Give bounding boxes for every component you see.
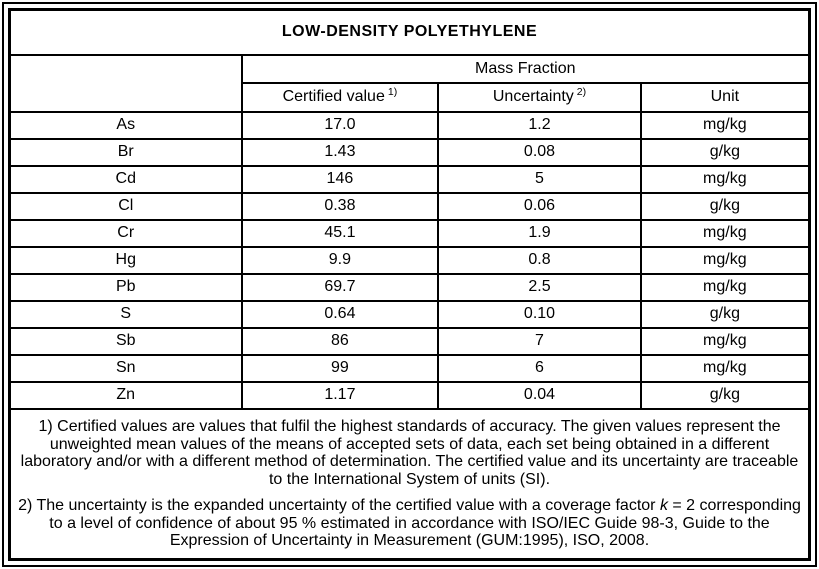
uncertainty-cell: 6 (437, 353, 642, 383)
certified-value-cell: 0.64 (240, 299, 440, 329)
uncertainty-cell: 0.06 (437, 191, 642, 221)
footnotes-row: 1) Certified values are values that fulf… (8, 407, 811, 561)
element-row: Cd 146 5 mg/kg (8, 164, 811, 194)
element-symbol-cell: Cd (8, 164, 243, 194)
unit-cell: mg/kg (639, 245, 811, 275)
certified-values-table: LOW-DENSITY POLYETHYLENE Mass Fraction C… (8, 8, 811, 561)
group-header-row: Mass Fraction (8, 53, 811, 113)
element-row: Pb 69.7 2.5 mg/kg (8, 272, 811, 302)
element-row: Sb 86 7 mg/kg (8, 326, 811, 356)
unit-cell: g/kg (639, 137, 811, 167)
certified-value-cell: 69.7 (240, 272, 440, 302)
element-row: Zn 1.17 0.04 g/kg (8, 380, 811, 410)
title-row: LOW-DENSITY POLYETHYLENE (8, 8, 811, 56)
element-row: S 0.64 0.10 g/kg (8, 299, 811, 329)
certified-value-cell: 0.38 (240, 191, 440, 221)
footnote-2-marker: 2) (576, 85, 587, 98)
element-row: Sn 99 6 mg/kg (8, 353, 811, 383)
element-row: Cr 45.1 1.9 mg/kg (8, 218, 811, 248)
footnote-2-text-after-k: = 2 corresponding to a level of confiden… (49, 497, 801, 549)
element-row: Br 1.43 0.08 g/kg (8, 137, 811, 167)
element-symbol-cell: Zn (8, 380, 243, 410)
element-symbol-cell: Sn (8, 353, 243, 383)
element-row: As 17.0 1.2 mg/kg (8, 110, 811, 140)
element-symbol-cell: Br (8, 137, 243, 167)
document-title: LOW-DENSITY POLYETHYLENE (8, 8, 811, 56)
certified-value-column-header: Certified value 1) (240, 81, 440, 113)
uncertainty-cell: 0.04 (437, 380, 642, 410)
uncertainty-cell: 1.9 (437, 218, 642, 248)
element-symbol-cell: As (8, 110, 243, 140)
element-symbol-cell: Pb (8, 272, 243, 302)
uncertainty-cell: 0.10 (437, 299, 642, 329)
footnote-1: 1) Certified values are values that fulf… (20, 418, 799, 488)
uncertainty-column-header: Uncertainty 2) (437, 81, 642, 113)
uncertainty-cell: 0.08 (437, 137, 642, 167)
unit-cell: g/kg (639, 299, 811, 329)
unit-cell: g/kg (639, 380, 811, 410)
unit-cell: mg/kg (639, 218, 811, 248)
uncertainty-header-label: Uncertainty (492, 88, 574, 105)
element-symbol-cell: Sb (8, 326, 243, 356)
unit-column-header: Unit (639, 81, 811, 113)
uncertainty-cell: 5 (437, 164, 642, 194)
certified-value-cell: 17.0 (240, 110, 440, 140)
unit-cell: mg/kg (639, 164, 811, 194)
unit-cell: mg/kg (639, 326, 811, 356)
certified-value-cell: 45.1 (240, 218, 440, 248)
certified-value-cell: 1.43 (240, 137, 440, 167)
uncertainty-cell: 0.8 (437, 245, 642, 275)
uncertainty-cell: 2.5 (437, 272, 642, 302)
certified-value-cell: 99 (240, 353, 440, 383)
mass-fraction-group-header: Mass Fraction (240, 53, 811, 84)
footnotes-section: 1) Certified values are values that fulf… (8, 407, 811, 561)
footnote-2-text-before-k: 2) The uncertainty is the expanded uncer… (18, 497, 660, 514)
column-header-row: Certified value 1) Uncertainty 2) Unit (10, 81, 811, 113)
element-symbol-cell: Cl (8, 191, 243, 221)
certified-value-cell: 1.17 (240, 380, 440, 410)
certified-value-cell: 146 (240, 164, 440, 194)
coverage-factor-k: k (659, 497, 668, 514)
uncertainty-cell: 7 (437, 326, 642, 356)
certified-value-header-label: Certified value (282, 88, 385, 105)
footnote-1-marker: 1) (387, 85, 398, 98)
element-row: Cl 0.38 0.06 g/kg (8, 191, 811, 221)
element-row: Hg 9.9 0.8 mg/kg (8, 245, 811, 275)
unit-cell: g/kg (639, 191, 811, 221)
element-symbol-cell: S (8, 299, 243, 329)
footnote-2: 2) The uncertainty is the expanded uncer… (15, 497, 804, 550)
element-column-header-empty (8, 53, 243, 113)
unit-cell: mg/kg (639, 272, 811, 302)
unit-cell: mg/kg (639, 353, 811, 383)
certified-value-cell: 86 (240, 326, 440, 356)
element-symbol-cell: Hg (8, 245, 243, 275)
unit-cell: mg/kg (639, 110, 811, 140)
element-symbol-cell: Cr (8, 218, 243, 248)
certified-value-cell: 9.9 (240, 245, 440, 275)
uncertainty-cell: 1.2 (437, 110, 642, 140)
